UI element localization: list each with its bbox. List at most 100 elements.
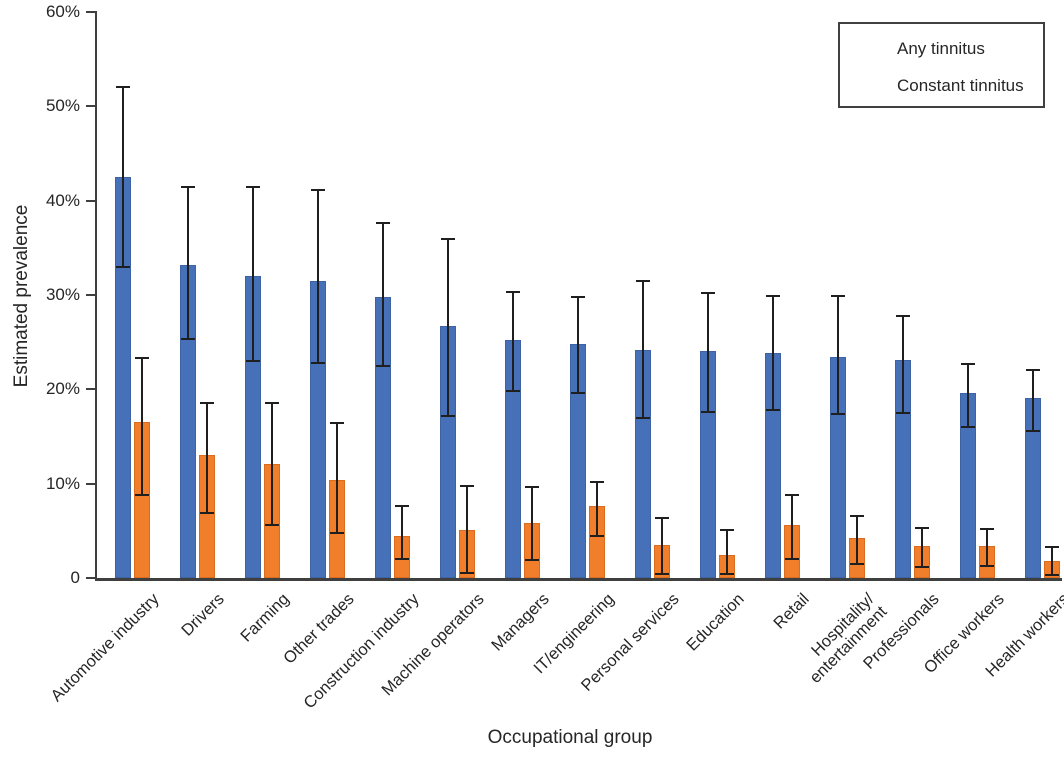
- error-bar-cap: [181, 338, 195, 341]
- error-bar-line: [856, 515, 858, 564]
- error-bar-cap: [785, 493, 799, 496]
- y-tick-label: 20%: [45, 379, 80, 399]
- error-bar-cap: [571, 392, 585, 395]
- error-bar-cap: [831, 412, 845, 415]
- error-bar-cap: [200, 402, 214, 405]
- error-bar-cap: [200, 511, 214, 514]
- error-bar-line: [642, 280, 644, 418]
- x-axis-line: [95, 578, 1062, 581]
- legend-item-constant-tinnitus: Constant tinnitus: [858, 73, 1024, 98]
- error-bar-cap: [766, 294, 780, 297]
- legend-label-constant-tinnitus: Constant tinnitus: [897, 75, 1024, 95]
- error-bar-cap: [395, 558, 409, 561]
- error-bar-line: [791, 494, 793, 560]
- y-axis-tick: [86, 577, 95, 579]
- error-bar-cap: [980, 527, 994, 530]
- y-tick-label: 60%: [45, 2, 80, 21]
- error-bar-line: [512, 292, 514, 392]
- error-bar-cap: [441, 238, 455, 241]
- error-bar-cap: [896, 411, 910, 414]
- error-bar-cap: [1026, 429, 1040, 432]
- error-bar-cap: [571, 295, 585, 298]
- error-bar-cap: [265, 524, 279, 527]
- error-bar-cap: [720, 573, 734, 576]
- error-bar-cap: [311, 361, 325, 364]
- error-bar-line: [1051, 546, 1053, 576]
- error-bar-cap: [525, 559, 539, 562]
- error-bar-cap: [636, 416, 650, 419]
- legend-item-any-tinnitus: Any tinnitus: [858, 36, 985, 61]
- error-bar-line: [577, 296, 579, 394]
- error-bar-cap: [376, 364, 390, 367]
- error-bar-cap: [915, 565, 929, 568]
- error-bar-cap: [376, 222, 390, 225]
- error-bar-cap: [850, 562, 864, 565]
- y-tick-label: 50%: [45, 96, 80, 116]
- error-bar-cap: [330, 422, 344, 425]
- error-bar-cap: [460, 484, 474, 487]
- error-bar-line: [967, 363, 969, 428]
- error-bar-line: [772, 295, 774, 411]
- error-bar-line: [707, 293, 709, 412]
- error-bar-cap: [460, 572, 474, 575]
- y-tick-label: 40%: [45, 190, 80, 210]
- error-bar-cap: [506, 390, 520, 393]
- error-bar-cap: [590, 480, 604, 483]
- error-bar-cap: [655, 516, 669, 519]
- error-bar-cap: [135, 493, 149, 496]
- error-bar-line: [141, 358, 143, 495]
- error-bar-cap: [330, 531, 344, 534]
- y-axis-tick: [86, 294, 95, 296]
- error-bar-cap: [395, 505, 409, 508]
- error-bar-cap: [701, 292, 715, 295]
- error-bar-cap: [311, 189, 325, 192]
- y-axis-tick: [86, 388, 95, 391]
- error-bar-line: [466, 485, 468, 574]
- error-bar-line: [187, 186, 189, 340]
- error-bar-line: [382, 223, 384, 366]
- y-axis-line: [95, 11, 97, 580]
- error-bar-line: [122, 87, 124, 267]
- error-bar-cap: [915, 527, 929, 529]
- error-bar-cap: [1045, 545, 1059, 548]
- error-bar-cap: [246, 360, 260, 363]
- error-bar-line: [317, 190, 319, 363]
- error-bar-cap: [701, 410, 715, 413]
- error-bar-line: [531, 487, 533, 561]
- error-bar-cap: [850, 514, 864, 517]
- y-tick-label: 10%: [45, 473, 80, 493]
- y-tick-label: 0: [70, 568, 80, 587]
- error-bar-cap: [1045, 574, 1059, 577]
- error-bar-cap: [441, 414, 455, 417]
- error-bar-cap: [1026, 368, 1040, 371]
- error-bar-line: [837, 295, 839, 414]
- error-bar-cap: [506, 291, 520, 294]
- y-axis-tick: [86, 105, 95, 108]
- y-tick-label: 30%: [45, 285, 80, 304]
- error-bar-cap: [525, 486, 539, 489]
- y-axis-tick: [86, 11, 95, 13]
- error-bar-cap: [961, 426, 975, 429]
- error-bar-cap: [116, 265, 130, 268]
- constant-tinnitus-swatch: [858, 73, 883, 98]
- error-bar-cap: [766, 409, 780, 412]
- any-tinnitus-swatch: [858, 36, 883, 61]
- error-bar-cap: [785, 558, 799, 561]
- x-axis-title: Occupational group: [487, 727, 653, 748]
- error-bar-cap: [636, 279, 650, 282]
- error-bar-cap: [896, 314, 910, 317]
- error-bar-cap: [720, 528, 734, 531]
- legend-label-any-tinnitus: Any tinnitus: [897, 38, 985, 58]
- error-bar-cap: [135, 357, 149, 360]
- error-bar-line: [1032, 369, 1034, 431]
- error-bar-line: [401, 506, 403, 560]
- y-axis-tick: [86, 482, 95, 485]
- error-bar-line: [902, 315, 904, 413]
- legend: Any tinnitus Constant tinnitus: [838, 22, 1045, 108]
- error-bar-line: [336, 423, 338, 533]
- error-bar-cap: [181, 185, 195, 188]
- error-bar-line: [661, 517, 663, 575]
- error-bar-line: [206, 403, 208, 513]
- error-bar-cap: [980, 564, 994, 567]
